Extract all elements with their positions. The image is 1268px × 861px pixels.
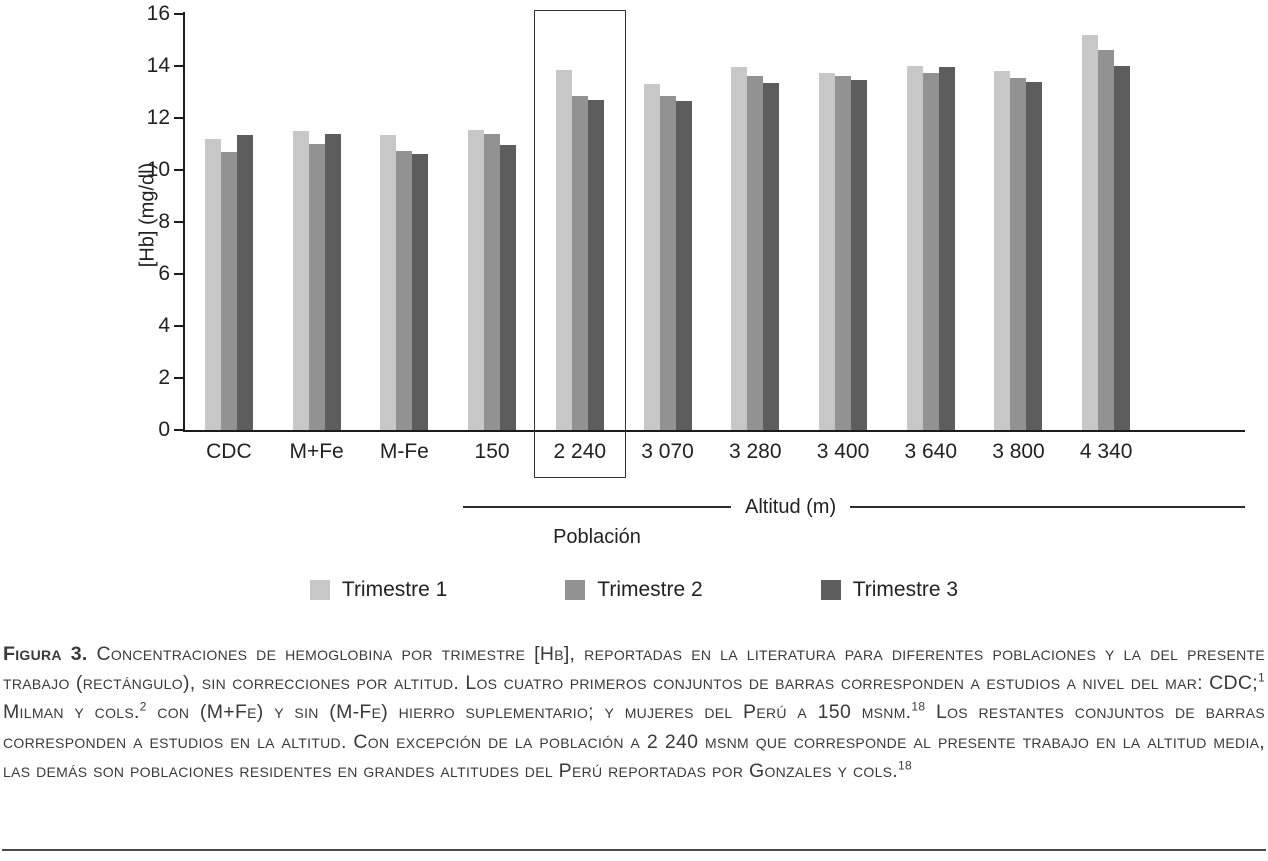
altitude-line-left (463, 506, 731, 508)
bar-trimestre-1 (468, 129, 485, 430)
population-label: Población (553, 526, 641, 548)
bar-trimestre-2 (659, 95, 676, 430)
bar-trimestre-2 (571, 95, 588, 430)
y-axis-line (183, 12, 185, 432)
legend-label-trimestre-2: Trimestre 2 (597, 578, 703, 601)
bar-trimestre-1 (819, 72, 835, 430)
y-tick-mark (174, 325, 183, 327)
bar-group-3 280 (711, 67, 799, 430)
bar-trimestre-3 (1114, 66, 1131, 430)
y-tick-label: 6 (158, 262, 170, 285)
x-category-label: M+Fe (289, 440, 344, 463)
bar-trimestre-2 (308, 144, 325, 430)
legend-label-trimestre-3: Trimestre 3 (852, 578, 959, 601)
x-category-label: 3 280 (728, 440, 782, 463)
bar-trimestre-1 (555, 69, 572, 430)
y-tick-label: 10 (146, 158, 170, 181)
x-category-label: 3 800 (992, 440, 1045, 463)
y-tick-label: 2 (158, 366, 170, 389)
bar-trimestre-2 (484, 133, 501, 430)
x-axis-line (183, 430, 1245, 432)
altitude-label: Altitud (m) (745, 495, 837, 518)
bar-trimestre-1 (380, 134, 397, 430)
legend-item-trimestre-2: Trimestre 2 (565, 578, 703, 602)
y-tick-label: 4 (158, 314, 170, 337)
bar-trimestre-2 (220, 151, 237, 430)
x-category-label: 150 (474, 440, 510, 463)
altitude-axis-group: Altitud (m) (463, 494, 1245, 520)
bar-group-3 640 (887, 66, 975, 430)
y-tick-mark (174, 13, 183, 15)
bar-trimestre-3 (587, 99, 604, 430)
y-tick-label: 8 (158, 210, 170, 233)
bar-trimestre-3 (236, 134, 253, 430)
y-tick-mark (174, 221, 183, 223)
x-category-label: 3 640 (904, 440, 958, 463)
bar-trimestre-2 (1098, 50, 1115, 430)
legend: Trimestre 1 Trimestre 2 Trimestre 3 (0, 578, 1268, 602)
bar-group-3 070 (624, 84, 712, 430)
y-tick-mark (174, 429, 183, 431)
legend-swatch-trimestre-1 (309, 580, 330, 600)
bar-trimestre-3 (675, 101, 692, 430)
x-category-label: M-Fe (379, 440, 429, 463)
bar-trimestre-3 (500, 145, 517, 430)
bar-group-3 800 (975, 71, 1063, 430)
y-tick-mark (174, 65, 183, 67)
bar-trimestre-1 (731, 67, 748, 430)
bar-group-4 340 (1062, 34, 1150, 430)
bar-trimestre-3 (938, 67, 955, 430)
bar-trimestre-3 (763, 82, 780, 430)
bar-trimestre-1 (643, 84, 660, 430)
plot-area (185, 14, 1150, 430)
bar-trimestre-2 (835, 76, 851, 430)
bar-group-M-Fe (360, 134, 448, 430)
x-category-labels: CDC M+Fe M-Fe 150 2 240 3 070 3 280 3 400 3 640 3… (185, 440, 1150, 464)
bottom-rule (2, 849, 1266, 851)
bar-trimestre-1 (906, 66, 923, 430)
bar-trimestre-1 (204, 138, 221, 430)
x-category-label: 2 240 (553, 440, 607, 463)
bar-trimestre-3 (851, 80, 867, 430)
legend-item-trimestre-1: Trimestre 1 (309, 578, 448, 602)
bar-trimestre-2 (747, 76, 764, 430)
y-tick-label: 16 (146, 2, 170, 25)
y-tick-label: 0 (158, 418, 170, 441)
bar-group-CDC (185, 134, 273, 430)
bar-group-3 400 (799, 72, 887, 430)
bar-group-M+Fe (273, 131, 361, 430)
bar-trimestre-3 (412, 154, 429, 430)
bar-trimestre-2 (922, 72, 939, 430)
legend-swatch-trimestre-2 (565, 580, 586, 600)
legend-swatch-trimestre-3 (820, 580, 841, 600)
y-tick-mark (174, 377, 183, 379)
highlight-rectangle (533, 10, 626, 478)
x-category-label: 4 340 (1079, 440, 1133, 463)
y-tick-mark (174, 169, 183, 171)
bar-trimestre-3 (324, 133, 341, 430)
altitude-line-right (850, 506, 1245, 508)
y-tick-mark (174, 273, 183, 275)
x-category-label: CDC (206, 440, 252, 463)
legend-label-trimestre-1: Trimestre 1 (341, 578, 448, 601)
bar-trimestre-2 (1010, 77, 1027, 430)
bar-group-150 (448, 129, 536, 430)
y-tick-mark (174, 117, 183, 119)
legend-item-trimestre-3: Trimestre 3 (820, 578, 959, 602)
bar-trimestre-1 (1082, 34, 1099, 430)
bar-trimestre-1 (292, 131, 309, 430)
bar-trimestre-3 (1026, 81, 1043, 430)
x-category-label: 3 070 (641, 440, 694, 463)
x-category-label: 3 400 (816, 440, 870, 463)
y-tick-label: 14 (146, 54, 170, 77)
bar-trimestre-2 (396, 150, 413, 430)
y-tick-label: 12 (146, 106, 170, 129)
bar-group-2 240 (536, 69, 624, 430)
figure-caption: Figura 3. Concentraciones de hemoglobina… (3, 643, 1265, 782)
bar-trimestre-1 (994, 71, 1011, 430)
